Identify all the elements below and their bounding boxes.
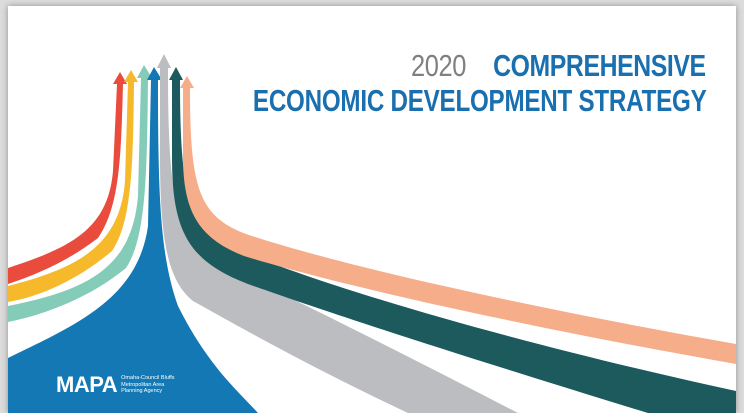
- peach-arrow: [183, 88, 736, 364]
- blue-arrowhead: [147, 67, 162, 80]
- mint-arrow: [8, 78, 148, 322]
- yellow-arrow: [8, 82, 134, 302]
- mapa-logo: MAPA Omaha-Council Bluffs Metropolitan A…: [56, 372, 175, 398]
- teal-arrowhead: [169, 67, 183, 80]
- red-arrow: [8, 84, 123, 284]
- title-line-2: ECONOMIC DEVELOPMENT STRATEGY: [252, 83, 706, 118]
- grey-arrow: [160, 68, 518, 413]
- logo-sub-line-3: Planning Agency: [121, 388, 163, 395]
- title-year: 2020: [411, 48, 467, 83]
- teal-arrow: [172, 80, 736, 413]
- title-line-1: 2020 COMPREHENSIVE: [125, 50, 706, 81]
- yellow-arrowhead: [124, 70, 138, 82]
- logo-mark: MAPA: [56, 372, 118, 397]
- cover-page: 2020 COMPREHENSIVE ECONOMIC DEVELOPMENT …: [8, 6, 736, 413]
- blue-arrow: [8, 80, 258, 413]
- grey-arrowhead: [157, 54, 171, 68]
- logo-subtitle: Omaha-Council Bluffs Metropolitan Area P…: [121, 375, 174, 395]
- peach-arrowhead: [180, 76, 194, 88]
- logo-sub-line-2: Metropolitan Area: [121, 381, 165, 388]
- logo-sub-line-1: Omaha-Council Bluffs: [121, 375, 175, 382]
- red-arrowhead: [113, 72, 127, 84]
- title-comprehensive: COMPREHENSIVE: [493, 48, 706, 83]
- document-title: 2020 COMPREHENSIVE ECONOMIC DEVELOPMENT …: [125, 50, 706, 116]
- rising-arrows-illustration: [8, 54, 736, 413]
- mint-arrowhead: [137, 65, 152, 78]
